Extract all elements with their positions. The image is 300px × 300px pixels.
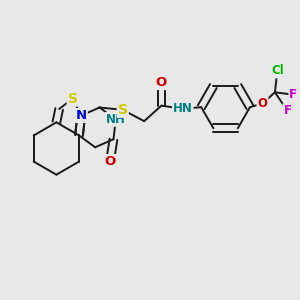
Text: S: S [118, 103, 128, 117]
Text: O: O [104, 155, 116, 168]
Text: O: O [156, 76, 167, 89]
Text: S: S [68, 92, 78, 106]
Text: HN: HN [173, 102, 193, 115]
Text: NH: NH [106, 113, 126, 126]
Text: N: N [76, 109, 87, 122]
Text: Cl: Cl [271, 64, 284, 77]
Text: F: F [290, 88, 297, 101]
Text: F: F [284, 104, 291, 117]
Text: O: O [257, 97, 267, 110]
